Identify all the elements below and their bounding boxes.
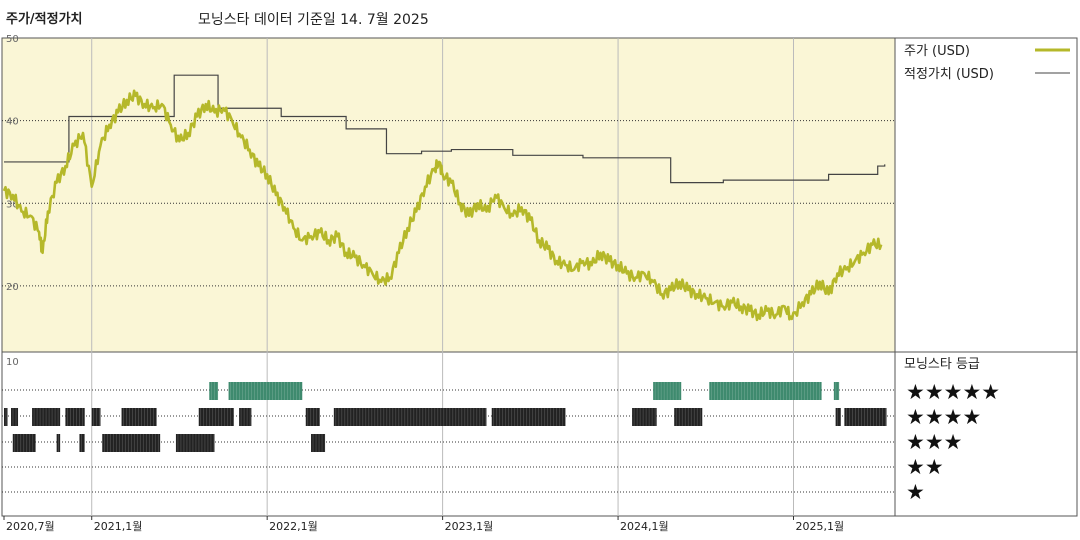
rating-segment-3-star <box>311 434 326 452</box>
star-label-1: ★ <box>906 480 925 504</box>
rating-segment-5-star <box>833 382 840 400</box>
rating-segment-4-star <box>11 408 19 426</box>
chart-title: 주가/적정가치 <box>6 12 83 27</box>
rating-segment-4-star <box>91 408 101 426</box>
x-tick-label: 2023,1월 <box>445 520 494 533</box>
rating-segment-3-star <box>175 434 215 452</box>
rating-segment-5-star <box>228 382 303 400</box>
rating-segment-4-star <box>198 408 235 426</box>
legend-price-label: 주가 (USD) <box>904 44 970 59</box>
star-label-5: ★★★★★ <box>906 380 1000 404</box>
rating-segment-5-star <box>653 382 682 400</box>
y-tick-label: 40 <box>6 117 19 128</box>
fair-value-line <box>4 74 886 184</box>
rating-segment-4-star <box>32 408 61 426</box>
rating-segment-4-star <box>333 408 487 426</box>
rating-segment-4-star <box>491 408 566 426</box>
rating-segment-5-star <box>209 382 219 400</box>
rating-bars <box>4 382 887 452</box>
rating-segment-5-star <box>709 382 822 400</box>
y-tick-label: 50 <box>6 34 19 45</box>
star-label-3: ★★★ <box>906 430 962 454</box>
x-tick-label: 2020,7월 <box>6 520 55 533</box>
rating-segment-4-star <box>121 408 157 426</box>
y-tick-labels: 50 40 30 20 <box>6 34 19 293</box>
price-line <box>2 89 883 322</box>
rating-segment-4-star <box>844 408 887 426</box>
x-tick-label: 2025,1월 <box>796 520 845 533</box>
rating-scale-top: 10 <box>6 357 19 368</box>
rating-segment-4-star <box>632 408 657 426</box>
rating-segment-3-star <box>102 434 161 452</box>
rating-segment-3-star <box>56 434 61 452</box>
y-tick-label: 30 <box>6 199 19 210</box>
rating-title: 모닝스타 등급 <box>904 357 980 372</box>
legend: 주가 (USD) 적정가치 (USD) 모닝스타 등급 <box>904 44 1070 372</box>
price-series <box>2 89 883 322</box>
chart-subtitle: 모닝스타 데이터 기준일 14. 7월 2025 <box>198 12 429 28</box>
rating-segment-4-star <box>305 408 321 426</box>
legend-fair-label: 적정가치 (USD) <box>904 67 994 82</box>
rating-segment-4-star <box>4 408 8 426</box>
x-tick-label: 2024,1월 <box>620 520 669 533</box>
rating-segment-4-star <box>239 408 252 426</box>
rating-segment-4-star <box>835 408 841 426</box>
x-tick-labels: 2020,7월 2021,1월 2022,1월 2023,1월 2024,1월 2025,… <box>3 516 845 533</box>
star-label-4: ★★★★ <box>906 405 981 429</box>
rating-segment-3-star <box>12 434 36 452</box>
rating-segment-3-star <box>79 434 85 452</box>
x-tick-label: 2021,1월 <box>94 520 143 533</box>
price-panel-bg <box>2 38 895 352</box>
fair-value-series <box>4 74 886 184</box>
rating-segment-4-star <box>674 408 703 426</box>
rating-segment-4-star <box>65 408 85 426</box>
star-label-2: ★★ <box>906 455 944 479</box>
star-labels: ★★★★★★★★★★★★★★★ <box>906 380 1000 504</box>
rating-panel-frame <box>1 351 1078 517</box>
y-tick-label: 20 <box>6 282 19 293</box>
x-tick-label: 2022,1월 <box>269 520 318 533</box>
